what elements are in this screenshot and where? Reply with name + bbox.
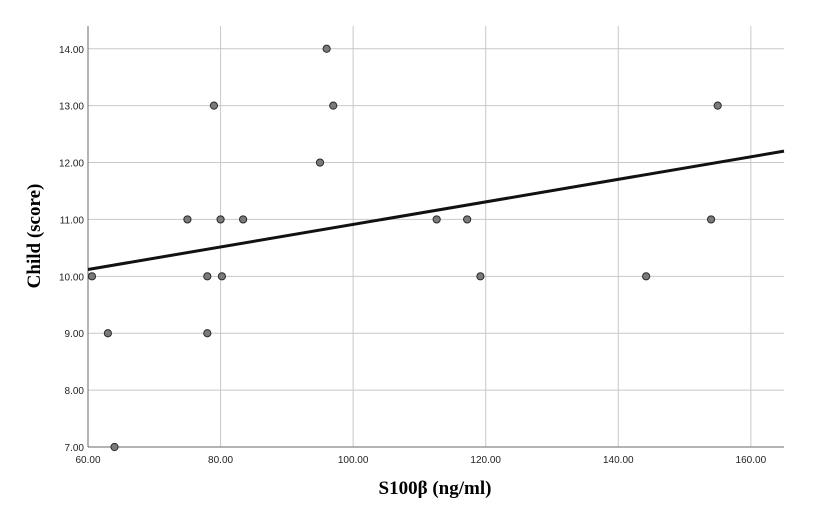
x-tick-label: 160.00: [736, 455, 767, 466]
y-tick-label: 14.00: [59, 45, 84, 56]
y-tick-label: 12.00: [59, 159, 84, 170]
data-point: [706, 215, 716, 224]
data-point: [110, 442, 119, 452]
data-point: [103, 329, 112, 338]
x-tick-label: 100.00: [338, 455, 369, 466]
data-point: [322, 44, 331, 53]
y-axis-title: Child (score): [24, 184, 45, 289]
data-point: [216, 215, 225, 224]
data-point: [209, 101, 219, 110]
y-tick-label: 13.00: [59, 102, 84, 113]
x-tick-label: 120.00: [470, 455, 501, 466]
y-tick-label: 10.00: [59, 272, 84, 283]
fit-line-group: [87, 149, 785, 271]
x-tick-label: 80.00: [208, 455, 233, 466]
data-point: [315, 158, 325, 167]
x-tick-labels: 60.00 80.00 100.00 120.00 140.00 160.00: [75, 455, 766, 466]
x-axis-title: S100β (ng/ml): [379, 478, 492, 499]
data-point: [203, 329, 212, 338]
y-tick-label: 9.00: [65, 329, 85, 340]
x-tick-label: 140.00: [603, 455, 634, 466]
data-point: [642, 272, 651, 281]
y-tick-labels: 7.00 8.00 9.00 10.00 11.00 12.00 13.00 14.00: [59, 45, 84, 454]
data-point: [203, 272, 212, 281]
data-point: [713, 101, 722, 110]
data-point: [183, 215, 192, 224]
data-point: [217, 272, 226, 281]
regression-line: [87, 149, 785, 271]
data-point: [432, 215, 441, 224]
data-points: [87, 44, 722, 452]
data-point: [329, 101, 338, 110]
y-tick-label: 8.00: [65, 386, 85, 397]
y-tick-label: 7.00: [65, 443, 85, 454]
axes: [87, 26, 784, 448]
x-tick-label: 60.00: [75, 455, 100, 466]
data-point: [476, 272, 485, 281]
data-point: [239, 215, 248, 224]
data-point: [463, 215, 472, 224]
data-point: [87, 272, 97, 281]
x-gridlines: [220, 26, 752, 447]
y-tick-label: 11.00: [60, 215, 85, 226]
